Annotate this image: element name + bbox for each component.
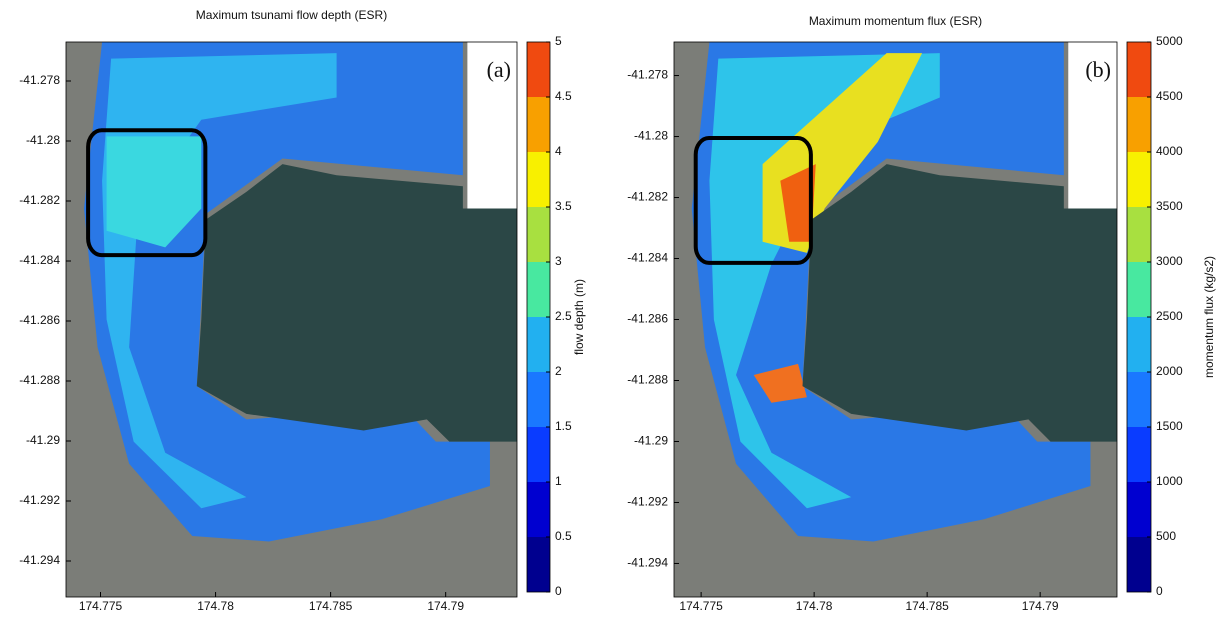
colorbar-tick-label: 4.5	[555, 89, 572, 103]
colorbar-tick-label: 500	[1156, 529, 1176, 543]
y-tick-label: -41.278	[19, 73, 60, 87]
colorbar-tick-label: 2000	[1156, 364, 1183, 378]
colorbar-band	[527, 482, 550, 537]
colorbar-tick-label: 5000	[1156, 34, 1183, 48]
chart-title: Maximum momentum flux (ESR)	[809, 14, 982, 28]
y-tick-label: -41.28	[634, 129, 668, 143]
colorbar-tick-label: 0.5	[555, 529, 572, 543]
x-tick-label: 174.775	[79, 599, 123, 613]
colorbar-band	[1127, 42, 1151, 97]
colorbar-band	[1127, 372, 1151, 427]
colorbar-band	[1127, 152, 1151, 207]
colorbar-band	[527, 262, 550, 317]
colorbar-tick-label: 0	[555, 584, 562, 598]
colorbar-tick-label: 2.5	[555, 309, 572, 323]
x-tick-label: 174.785	[905, 599, 949, 613]
colorbar-band	[527, 427, 550, 482]
colorbar-band	[1127, 482, 1151, 537]
colorbar-band	[527, 317, 550, 372]
colorbar-tick-label: 4000	[1156, 144, 1183, 158]
colorbar-tick-label: 4	[555, 144, 562, 158]
colorbar-band	[1127, 317, 1151, 372]
colorbar-tick-label: 4500	[1156, 89, 1183, 103]
x-tick-label: 174.79	[427, 599, 464, 613]
colorbar-band	[527, 42, 550, 97]
colorbar-tick-label: 1	[555, 474, 562, 488]
colorbar-tick-label: 1000	[1156, 474, 1183, 488]
colorbar-band	[527, 207, 550, 262]
y-tick-label: -41.292	[19, 493, 60, 507]
y-tick-label: -41.292	[627, 495, 668, 509]
colorbar-label: momentum flux (kg/s2)	[1202, 256, 1216, 378]
colorbar-tick-label: 3000	[1156, 254, 1183, 268]
colorbar-band	[527, 97, 550, 152]
colorbar-tick-label: 0	[1156, 584, 1163, 598]
y-tick-label: -41.29	[634, 434, 668, 448]
y-tick-label: -41.288	[19, 373, 60, 387]
map-a	[66, 42, 517, 597]
colorbar-tick-label: 1.5	[555, 419, 572, 433]
colorbar-label: flow depth (m)	[572, 279, 586, 355]
y-tick-label: -41.278	[627, 68, 668, 82]
x-tick-label: 174.785	[309, 599, 353, 613]
y-tick-label: -41.282	[19, 193, 60, 207]
figure: Maximum tsunami flow depth (ESR) (a) -41.2…	[0, 0, 1222, 616]
x-tick-label: 174.775	[679, 599, 723, 613]
colorbar-band	[1127, 427, 1151, 482]
colorbar-tick-label: 2	[555, 364, 562, 378]
chart-title: Maximum tsunami flow depth (ESR)	[196, 8, 387, 22]
y-tick-label: -41.286	[627, 312, 668, 326]
panel-label: (a)	[487, 57, 511, 82]
colorbar-tick-label: 1500	[1156, 419, 1183, 433]
map-b	[674, 42, 1117, 597]
colorbar-band	[1127, 97, 1151, 152]
x-tick-label: 174.78	[197, 599, 234, 613]
y-tick-label: -41.294	[627, 556, 668, 570]
x-tick-label: 174.79	[1022, 599, 1059, 613]
colorbar-band	[1127, 537, 1151, 592]
y-tick-label: -41.284	[19, 253, 60, 267]
y-tick-label: -41.294	[19, 553, 60, 567]
colorbar-band	[527, 372, 550, 427]
y-tick-label: -41.288	[627, 373, 668, 387]
x-tick-label: 174.78	[796, 599, 833, 613]
colorbar-band	[1127, 207, 1151, 262]
colorbar-band	[1127, 262, 1151, 317]
colorbar-tick-label: 3500	[1156, 199, 1183, 213]
y-tick-label: -41.286	[19, 313, 60, 327]
y-tick-label: -41.282	[627, 190, 668, 204]
colorbar-tick-label: 5	[555, 34, 562, 48]
y-tick-label: -41.28	[26, 133, 60, 147]
panel-label: (b)	[1085, 57, 1111, 82]
colorbar-tick-label: 3	[555, 254, 562, 268]
y-tick-label: -41.284	[627, 251, 668, 265]
y-tick-label: -41.29	[26, 433, 60, 447]
colorbar-band	[527, 537, 550, 592]
colorbar-tick-label: 3.5	[555, 199, 572, 213]
colorbar-band	[527, 152, 550, 207]
colorbar-tick-label: 2500	[1156, 309, 1183, 323]
